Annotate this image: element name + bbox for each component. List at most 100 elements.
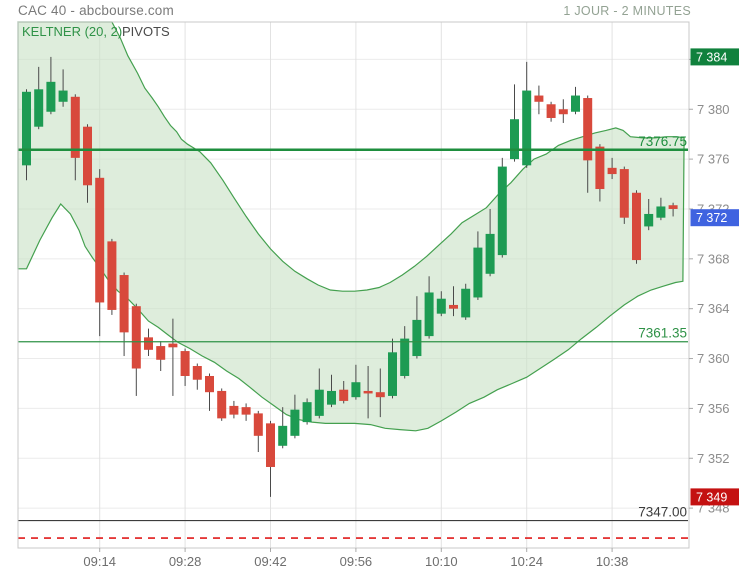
chart-title: CAC 40 - abcbourse.com <box>18 3 174 18</box>
candle-09:52 <box>327 374 336 408</box>
candle-body <box>95 177 105 303</box>
candle-09:54 <box>339 380 349 404</box>
candle-09:08 <box>58 69 68 107</box>
candle-09:24 <box>156 341 166 372</box>
candle-10:20 <box>497 157 507 258</box>
candle-09:14 <box>95 169 105 337</box>
candle-10:42 <box>632 190 641 264</box>
candle-body <box>314 389 324 416</box>
candle-09:40 <box>253 410 263 453</box>
candle-body <box>607 167 617 175</box>
candle-body <box>412 319 422 357</box>
candle-10:40 <box>619 166 629 224</box>
candle-09:18 <box>119 272 129 357</box>
candle-09:36 <box>229 400 239 419</box>
candle-body <box>656 206 666 218</box>
candle-body <box>339 389 349 401</box>
candle-body <box>34 89 44 127</box>
candle-10:04 <box>400 326 410 379</box>
candle-body <box>473 247 483 298</box>
candle-09:32 <box>205 373 214 411</box>
candle-10:44 <box>644 198 654 231</box>
candle-body <box>70 96 80 158</box>
candle-09:44 <box>278 407 288 449</box>
candle-body <box>302 402 312 423</box>
plot-border <box>17 21 690 549</box>
candle-body <box>180 351 190 376</box>
candle-body <box>217 390 227 419</box>
candle-09:46 <box>290 394 300 439</box>
candle-body <box>388 352 397 396</box>
candle-body <box>375 392 385 398</box>
candle-09:16 <box>107 238 117 315</box>
candle-body <box>290 409 300 436</box>
candle-09:58 <box>363 366 373 419</box>
candle-body <box>327 390 336 405</box>
candle-body <box>497 166 507 256</box>
candle-09:50 <box>314 368 324 419</box>
y-axis-label: 7 360 <box>697 351 730 366</box>
candle-body <box>522 90 532 166</box>
candle-body <box>229 405 239 415</box>
y-axis-label: 7 356 <box>697 401 730 416</box>
day-low-badge <box>690 488 739 506</box>
candle-10:36 <box>595 144 605 202</box>
x-axis-label: 09:28 <box>169 554 202 569</box>
candle-body <box>632 192 641 261</box>
candle-10:08 <box>424 276 434 339</box>
candle-10:46 <box>656 197 666 221</box>
y-axis-label: 7 352 <box>697 451 730 466</box>
candle-body <box>534 95 544 102</box>
legend-pivots-indicator[interactable]: PIVOTS <box>122 24 170 39</box>
candle-body <box>83 126 92 186</box>
candle-body <box>546 104 556 118</box>
candle-body <box>22 91 31 166</box>
candle-body <box>131 306 141 369</box>
pivot-line-label: 7376.75 <box>638 134 687 149</box>
candle-09:04 <box>34 66 44 130</box>
candle-body <box>583 98 593 161</box>
candle-body <box>461 288 471 318</box>
candle-10:26 <box>534 85 544 115</box>
candle-body <box>558 109 568 115</box>
candle-09:26 <box>168 318 178 396</box>
candle-10:12 <box>449 286 458 317</box>
candle-10:34 <box>583 95 593 193</box>
candle-body <box>510 119 519 160</box>
day-high-badge <box>690 48 739 66</box>
y-axis-label: 7 380 <box>697 102 730 117</box>
x-axis-label: 10:10 <box>425 554 458 569</box>
candle-body <box>144 337 153 350</box>
candle-body <box>668 205 678 209</box>
candle-09:20 <box>131 303 141 396</box>
legend-keltner-indicator[interactable]: KELTNER (20, 2) <box>22 24 123 39</box>
pivot-line-label: 7361.35 <box>638 326 687 341</box>
candle-10:06 <box>412 296 422 359</box>
candle-body <box>619 169 629 218</box>
candle-body <box>351 382 361 398</box>
candle-body <box>58 90 68 102</box>
candle-10:16 <box>473 231 483 300</box>
candle-body <box>266 423 275 467</box>
candle-body <box>253 413 263 436</box>
candle-body <box>436 298 446 314</box>
candle-09:56 <box>351 364 361 400</box>
timeframe-label: 1 JOUR - 2 MINUTES <box>563 4 691 18</box>
candle-10:38 <box>607 157 617 180</box>
candle-09:28 <box>180 348 190 386</box>
candle-body <box>571 95 580 112</box>
indicator-legend: KELTNER (20, 2) PIVOTS <box>22 24 170 39</box>
y-axis-label: 7 368 <box>697 251 730 266</box>
candle-body <box>192 366 202 380</box>
candle-10:32 <box>571 86 580 115</box>
candle-10:24 <box>522 61 532 168</box>
x-axis-label: 10:24 <box>510 554 543 569</box>
candle-body <box>46 81 56 112</box>
candle-body <box>485 233 495 274</box>
x-axis-label: 09:14 <box>83 554 116 569</box>
y-axis-label: 7 364 <box>697 301 730 316</box>
x-axis-label: 09:42 <box>254 554 287 569</box>
candle-body <box>363 390 373 394</box>
